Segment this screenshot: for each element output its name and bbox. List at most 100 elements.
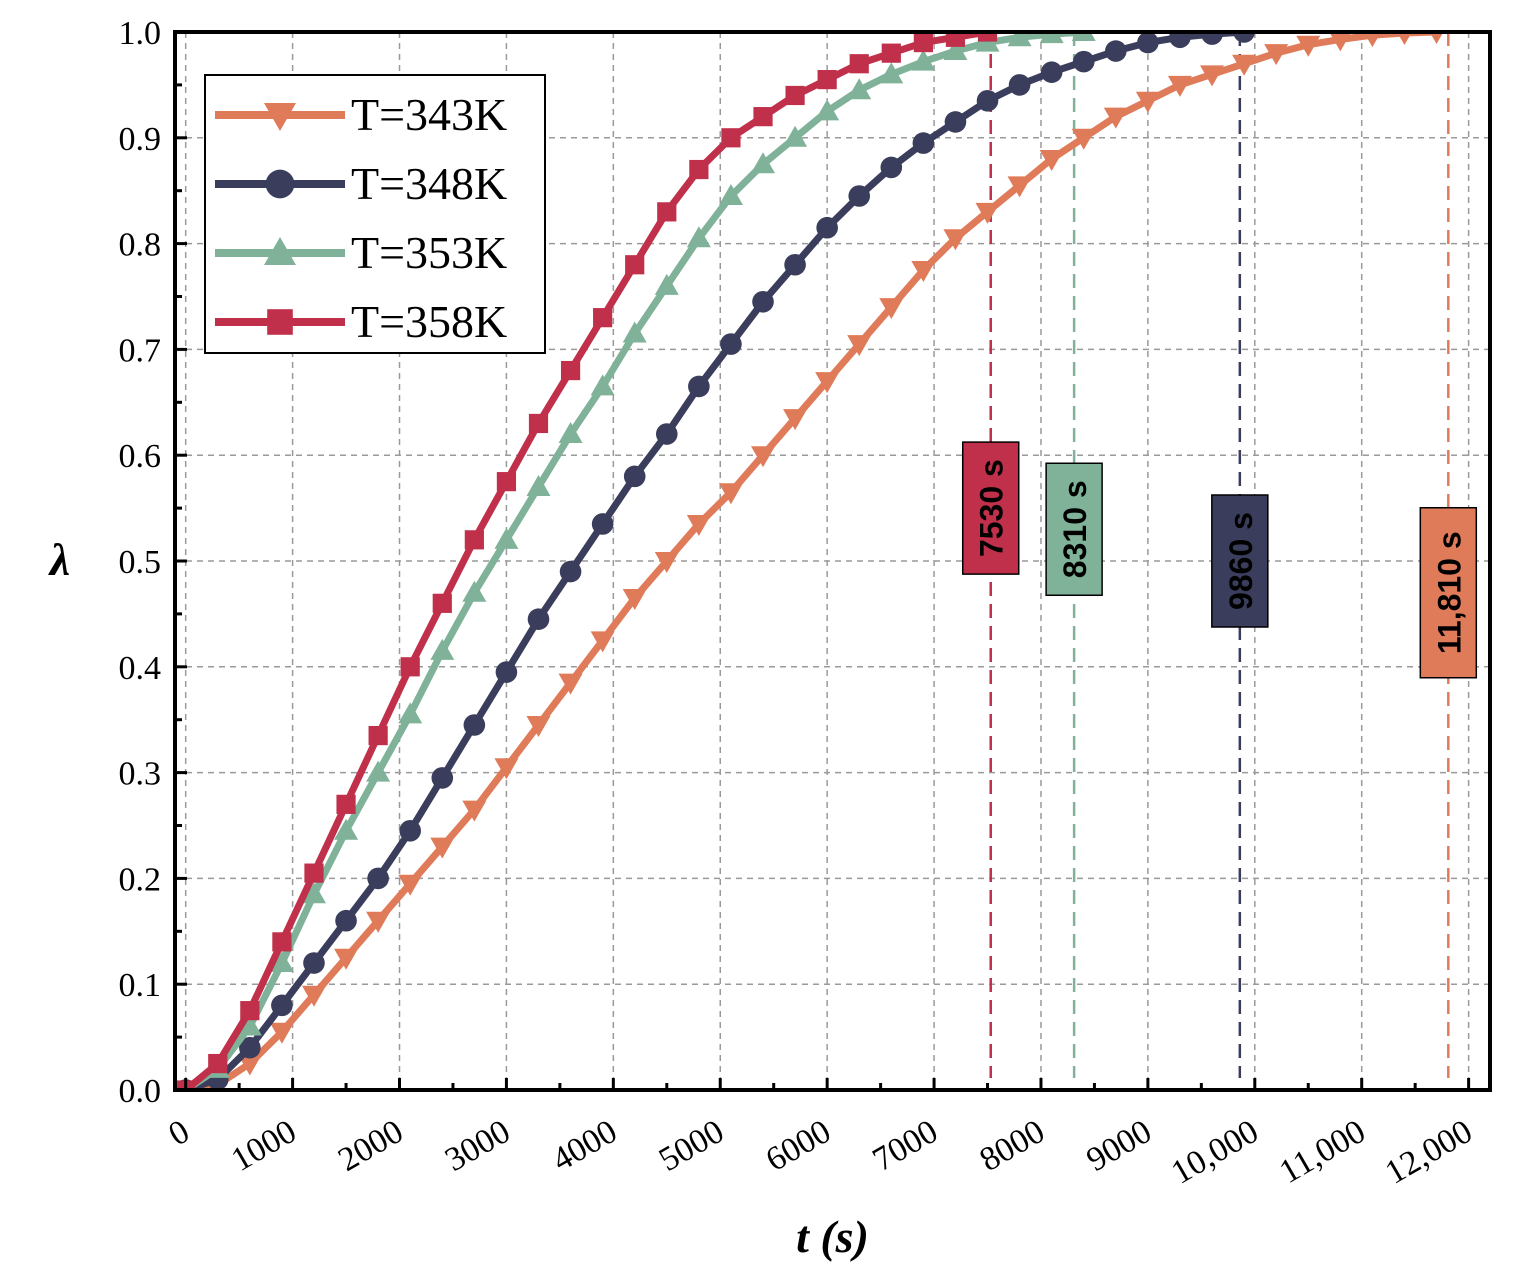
data-point: [1039, 149, 1064, 171]
x-tick-labels: 0 1000 2000 3000 4000 5000 6000 7000 8000 9000 10,…: [162, 1113, 1478, 1192]
legend-label: T=348K: [351, 158, 507, 209]
data-point: [753, 107, 773, 127]
data-point: [494, 527, 519, 549]
x-tick-label: 9000: [1080, 1113, 1157, 1179]
data-point: [496, 472, 517, 492]
callout-label: 11,810 s: [1431, 531, 1467, 654]
data-point: [785, 85, 805, 106]
legend-label: T=353K: [351, 227, 507, 278]
data-point: [269, 1022, 294, 1044]
y-tick-label: 0.6: [119, 438, 162, 475]
data-point: [718, 183, 743, 205]
data-point: [847, 335, 872, 357]
y-axis-title: λ: [48, 534, 70, 585]
legend-entry: T=358K: [215, 296, 507, 347]
y-tick-label: 0.5: [119, 544, 162, 581]
data-point: [1135, 91, 1160, 113]
data-point: [720, 333, 742, 355]
data-point: [593, 308, 613, 328]
data-point: [752, 290, 774, 313]
data-point: [264, 103, 296, 131]
y-tick-label: 0.3: [119, 756, 162, 793]
data-point: [879, 298, 904, 320]
y-tick-label: 1.0: [119, 15, 162, 52]
data-point: [1200, 65, 1225, 87]
data-point: [945, 30, 966, 47]
data-point: [1040, 61, 1063, 84]
data-point: [304, 863, 324, 883]
data-point: [237, 1014, 262, 1036]
data-point: [849, 54, 869, 74]
x-tick-label: 1000: [225, 1113, 302, 1179]
data-point: [1103, 107, 1128, 129]
completion-callout: 11,810 s: [1419, 506, 1478, 679]
data-point: [783, 125, 808, 147]
y-tick-label: 0.1: [119, 967, 162, 1004]
data-point: [239, 1036, 261, 1059]
y-tick-labels: 0.0 0.1 0.2 0.3 0.4 0.5 0.6 0.7 0.8 0.9 1.0: [119, 15, 162, 1110]
data-point: [240, 1001, 260, 1021]
legend: T=343K T=348K T=353K T=358K: [204, 74, 546, 354]
y-tick-label: 0.7: [119, 332, 162, 369]
y-tick-label: 0.2: [119, 861, 162, 898]
data-point: [688, 375, 710, 398]
data-point: [625, 255, 645, 275]
legend-box: [204, 74, 546, 354]
data-point: [367, 867, 389, 890]
x-tick-label: 8000: [974, 1113, 1051, 1179]
data-point: [400, 657, 420, 677]
data-point: [689, 159, 709, 180]
x-tick-label: 6000: [760, 1113, 837, 1179]
data-point: [463, 714, 486, 736]
callout-label: 8310 s: [1057, 480, 1093, 578]
data-point: [1169, 30, 1191, 49]
y-tick-label: 0.8: [119, 227, 162, 264]
data-point: [847, 78, 872, 100]
data-point: [1167, 75, 1192, 97]
completion-callout: 9860 s: [1211, 494, 1269, 628]
data-point: [559, 560, 582, 583]
callout-box: [1045, 462, 1103, 597]
data-point: [751, 446, 776, 468]
data-point: [398, 702, 423, 724]
data-point: [911, 261, 936, 283]
data-point: [975, 202, 1000, 224]
data-point: [336, 794, 356, 814]
data-point: [943, 229, 968, 251]
data-point: [721, 128, 741, 148]
data-point: [1201, 30, 1223, 45]
data-point: [591, 513, 614, 535]
series-t-343k: [175, 30, 1445, 1092]
data-series: [175, 30, 1445, 1092]
legend-entry: T=353K: [215, 227, 507, 278]
data-point: [267, 309, 293, 335]
data-point: [911, 49, 936, 71]
data-point: [272, 932, 292, 952]
x-tick-label: 3000: [439, 1113, 516, 1179]
data-point: [431, 767, 454, 789]
data-point: [943, 39, 968, 61]
series-t-358k: [176, 30, 998, 1092]
data-point: [976, 89, 999, 112]
series-t-348k: [175, 30, 1255, 1092]
data-point: [657, 202, 677, 222]
data-point: [751, 152, 776, 174]
data-point: [848, 185, 871, 207]
legend-entry: T=343K: [215, 89, 507, 140]
legend-entry: T=348K: [215, 158, 507, 209]
data-point: [558, 673, 583, 695]
data-point: [301, 882, 326, 904]
x-tick-label: 12,000: [1379, 1113, 1478, 1192]
data-point: [1007, 176, 1032, 198]
data-point: [430, 837, 455, 859]
data-point: [462, 800, 487, 822]
series-line: [185, 30, 1437, 1092]
data-point: [1137, 31, 1159, 54]
data-point: [526, 474, 551, 496]
data-point: [265, 169, 295, 199]
data-point: [654, 273, 679, 295]
callout-label: 7530 s: [974, 459, 1010, 557]
data-point: [271, 994, 293, 1017]
x-tick-label: 7000: [867, 1113, 944, 1179]
